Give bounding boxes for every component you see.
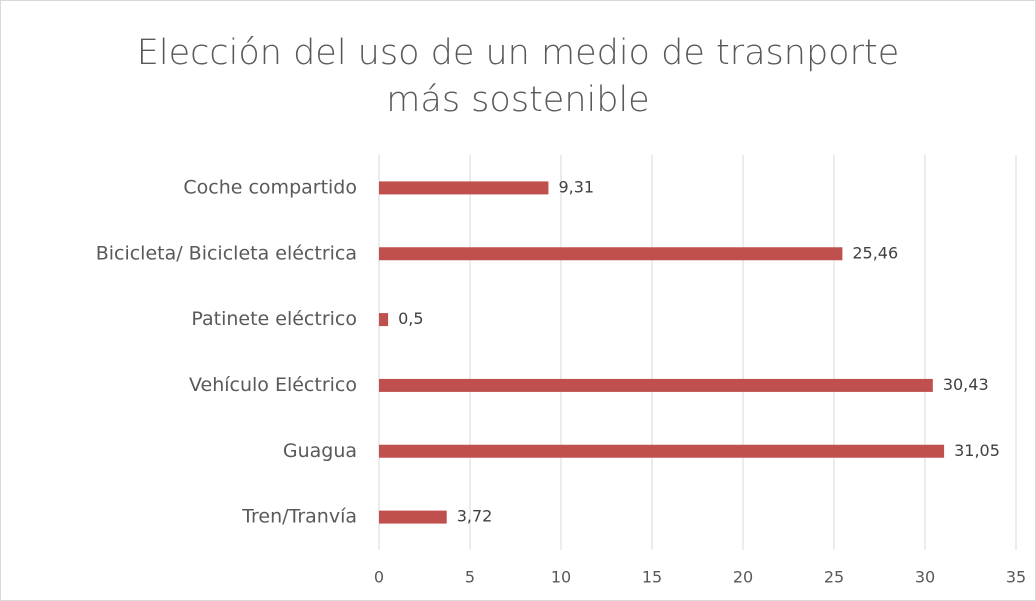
x-tick-label: 10: [551, 568, 571, 587]
bar: [379, 444, 945, 458]
x-tick-label: 20: [733, 568, 753, 587]
bar: [379, 313, 389, 327]
y-tick-label: Bicicleta/ Bicicleta eléctrica: [96, 242, 357, 264]
bar: [379, 181, 549, 195]
y-tick-label: Patinete eléctrico: [191, 308, 357, 330]
y-tick-label: Vehículo Eléctrico: [189, 374, 357, 396]
x-tick-label: 0: [374, 568, 384, 587]
chart-title: Elección del uso de un medio de trasnpor…: [136, 33, 900, 120]
data-label: 0,5: [398, 309, 423, 328]
data-label: 9,31: [558, 177, 594, 196]
x-tick-label: 30: [915, 568, 935, 587]
bar: [379, 510, 447, 524]
x-tick-label: 35: [1006, 568, 1026, 587]
bar: [379, 247, 843, 261]
data-label: 25,46: [852, 243, 898, 262]
y-tick-label: Tren/Tranvía: [241, 506, 357, 528]
y-tick-label: Guagua: [283, 440, 357, 462]
data-label: 30,43: [943, 375, 989, 394]
data-label: 3,72: [457, 507, 493, 526]
bar: [379, 378, 933, 392]
x-tick-label: 5: [465, 568, 475, 587]
x-tick-label: 25: [824, 568, 844, 587]
x-tick-label: 15: [642, 568, 662, 587]
data-label: 31,05: [954, 441, 1000, 460]
y-tick-label: Coche compartido: [183, 176, 357, 198]
